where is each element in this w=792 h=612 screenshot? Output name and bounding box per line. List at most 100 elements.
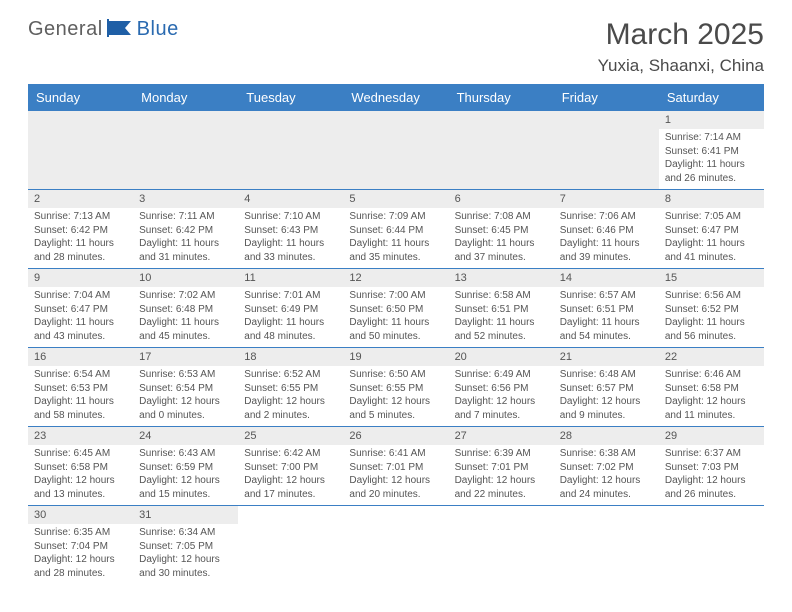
calendar-page: General Blue March 2025 Yuxia, Shaanxi, … [0,0,792,602]
sunrise-text: Sunrise: 6:53 AM [139,368,232,382]
calendar-day-cell: 17Sunrise: 6:53 AMSunset: 6:54 PMDayligh… [133,348,238,427]
daylight-text: Daylight: 11 hours and 56 minutes. [665,316,758,343]
day-data: Sunrise: 7:01 AMSunset: 6:49 PMDaylight:… [238,287,343,347]
day-number: 11 [238,269,343,287]
sunrise-text: Sunrise: 6:37 AM [665,447,758,461]
sunset-text: Sunset: 6:44 PM [349,224,442,238]
day-data: Sunrise: 7:09 AMSunset: 6:44 PMDaylight:… [343,208,448,268]
daylight-text: Daylight: 12 hours and 9 minutes. [560,395,653,422]
header: General Blue March 2025 Yuxia, Shaanxi, … [28,18,764,76]
day-data: Sunrise: 6:56 AMSunset: 6:52 PMDaylight:… [659,287,764,347]
calendar-day-cell: 31Sunrise: 6:34 AMSunset: 7:05 PMDayligh… [133,506,238,585]
daylight-text: Daylight: 11 hours and 31 minutes. [139,237,232,264]
sunset-text: Sunset: 6:58 PM [34,461,127,475]
day-data: Sunrise: 6:49 AMSunset: 6:56 PMDaylight:… [449,366,554,426]
day-number: 13 [449,269,554,287]
sunrise-text: Sunrise: 6:38 AM [560,447,653,461]
day-number: 15 [659,269,764,287]
day-number: 14 [554,269,659,287]
daylight-text: Daylight: 12 hours and 20 minutes. [349,474,442,501]
daylight-text: Daylight: 11 hours and 37 minutes. [455,237,548,264]
day-data: Sunrise: 6:48 AMSunset: 6:57 PMDaylight:… [554,366,659,426]
sunset-text: Sunset: 6:47 PM [34,303,127,317]
sunrise-text: Sunrise: 7:13 AM [34,210,127,224]
day-number: 7 [554,190,659,208]
day-number: 18 [238,348,343,366]
day-number: 20 [449,348,554,366]
calendar-day-cell: 29Sunrise: 6:37 AMSunset: 7:03 PMDayligh… [659,427,764,506]
logo-text-blue: Blue [137,18,179,41]
calendar-day-cell: 11Sunrise: 7:01 AMSunset: 6:49 PMDayligh… [238,269,343,348]
sunrise-text: Sunrise: 7:02 AM [139,289,232,303]
day-number: 19 [343,348,448,366]
daylight-text: Daylight: 11 hours and 39 minutes. [560,237,653,264]
calendar-week-row: 30Sunrise: 6:35 AMSunset: 7:04 PMDayligh… [28,506,764,585]
sunrise-text: Sunrise: 6:50 AM [349,368,442,382]
day-number: 23 [28,427,133,445]
day-number: 17 [133,348,238,366]
weekday-header: Thursday [449,84,554,111]
calendar-day-cell: 27Sunrise: 6:39 AMSunset: 7:01 PMDayligh… [449,427,554,506]
day-data: Sunrise: 7:10 AMSunset: 6:43 PMDaylight:… [238,208,343,268]
sunset-text: Sunset: 6:55 PM [244,382,337,396]
calendar-day-cell: 6Sunrise: 7:08 AMSunset: 6:45 PMDaylight… [449,190,554,269]
day-data: Sunrise: 7:14 AMSunset: 6:41 PMDaylight:… [659,129,764,189]
day-number: 12 [343,269,448,287]
sunrise-text: Sunrise: 6:46 AM [665,368,758,382]
daylight-text: Daylight: 11 hours and 33 minutes. [244,237,337,264]
weekday-header: Monday [133,84,238,111]
month-title: March 2025 [598,18,764,52]
day-number: 26 [343,427,448,445]
daylight-text: Daylight: 12 hours and 2 minutes. [244,395,337,422]
title-block: March 2025 Yuxia, Shaanxi, China [598,18,764,76]
calendar-empty-cell [659,506,764,585]
sunset-text: Sunset: 6:51 PM [560,303,653,317]
daylight-text: Daylight: 12 hours and 5 minutes. [349,395,442,422]
calendar-header-row: SundayMondayTuesdayWednesdayThursdayFrid… [28,84,764,111]
day-data: Sunrise: 7:05 AMSunset: 6:47 PMDaylight:… [659,208,764,268]
calendar-day-cell: 16Sunrise: 6:54 AMSunset: 6:53 PMDayligh… [28,348,133,427]
calendar-day-cell: 10Sunrise: 7:02 AMSunset: 6:48 PMDayligh… [133,269,238,348]
daylight-text: Daylight: 11 hours and 52 minutes. [455,316,548,343]
day-data: Sunrise: 6:57 AMSunset: 6:51 PMDaylight:… [554,287,659,347]
daylight-text: Daylight: 11 hours and 35 minutes. [349,237,442,264]
sunset-text: Sunset: 6:47 PM [665,224,758,238]
day-number: 29 [659,427,764,445]
calendar-day-cell: 21Sunrise: 6:48 AMSunset: 6:57 PMDayligh… [554,348,659,427]
day-data: Sunrise: 6:52 AMSunset: 6:55 PMDaylight:… [238,366,343,426]
day-number: 3 [133,190,238,208]
sunset-text: Sunset: 6:43 PM [244,224,337,238]
day-number: 21 [554,348,659,366]
sunrise-text: Sunrise: 7:01 AM [244,289,337,303]
sunset-text: Sunset: 7:05 PM [139,540,232,554]
sunrise-text: Sunrise: 6:34 AM [139,526,232,540]
sunset-text: Sunset: 7:01 PM [349,461,442,475]
calendar-week-row: 23Sunrise: 6:45 AMSunset: 6:58 PMDayligh… [28,427,764,506]
calendar-day-cell: 7Sunrise: 7:06 AMSunset: 6:46 PMDaylight… [554,190,659,269]
sunset-text: Sunset: 7:01 PM [455,461,548,475]
daylight-text: Daylight: 12 hours and 26 minutes. [665,474,758,501]
sunrise-text: Sunrise: 7:08 AM [455,210,548,224]
calendar-day-cell: 23Sunrise: 6:45 AMSunset: 6:58 PMDayligh… [28,427,133,506]
sunset-text: Sunset: 6:41 PM [665,145,758,159]
sunrise-text: Sunrise: 7:06 AM [560,210,653,224]
day-number: 1 [659,111,764,129]
daylight-text: Daylight: 11 hours and 41 minutes. [665,237,758,264]
calendar-empty-cell [554,111,659,190]
sunrise-text: Sunrise: 7:05 AM [665,210,758,224]
daylight-text: Daylight: 12 hours and 28 minutes. [34,553,127,580]
day-number: 2 [28,190,133,208]
weekday-header: Saturday [659,84,764,111]
daylight-text: Daylight: 12 hours and 0 minutes. [139,395,232,422]
sunrise-text: Sunrise: 7:10 AM [244,210,337,224]
weekday-header: Wednesday [343,84,448,111]
day-data: Sunrise: 6:53 AMSunset: 6:54 PMDaylight:… [133,366,238,426]
calendar-empty-cell [238,111,343,190]
sunrise-text: Sunrise: 7:00 AM [349,289,442,303]
calendar-empty-cell [554,506,659,585]
daylight-text: Daylight: 12 hours and 7 minutes. [455,395,548,422]
day-number: 27 [449,427,554,445]
daylight-text: Daylight: 11 hours and 45 minutes. [139,316,232,343]
daylight-text: Daylight: 11 hours and 26 minutes. [665,158,758,185]
day-data: Sunrise: 6:39 AMSunset: 7:01 PMDaylight:… [449,445,554,505]
